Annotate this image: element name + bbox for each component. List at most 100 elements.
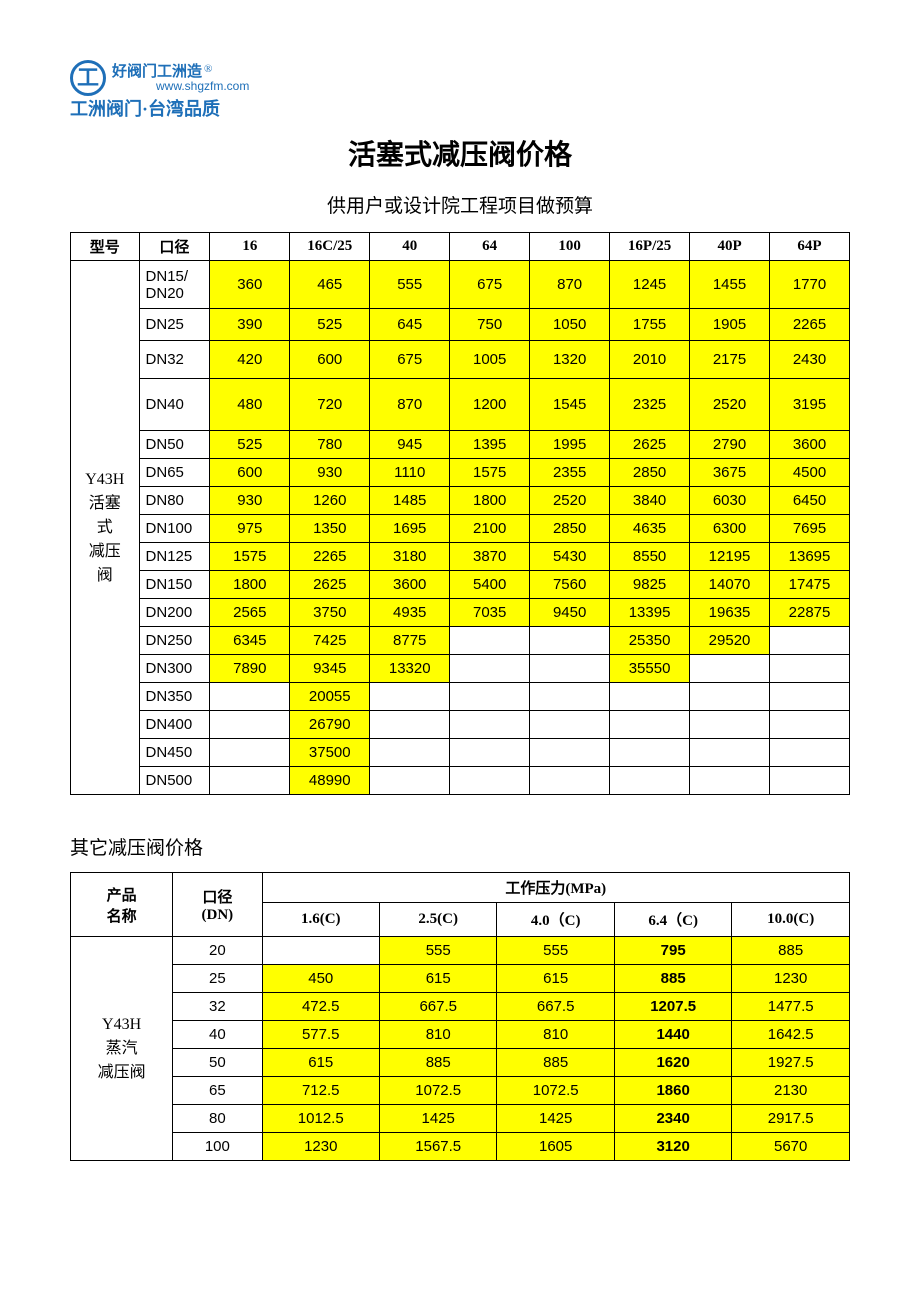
price-cell: 525 (210, 431, 290, 459)
diameter-cell: DN500 (139, 767, 210, 795)
price-cell (690, 767, 770, 795)
price-cell: 810 (497, 1021, 614, 1049)
price-cell: 360 (210, 261, 290, 309)
price-cell: 525 (290, 309, 370, 341)
price-cell: 2850 (530, 515, 610, 543)
price-table-main: 型号口径1616C/25406410016P/2540P64P Y43H活塞式减… (70, 232, 850, 795)
price-cell: 2520 (690, 379, 770, 431)
price-cell: 5430 (530, 543, 610, 571)
price-cell: 450 (262, 965, 379, 993)
price-cell: 870 (530, 261, 610, 309)
price-cell (610, 683, 690, 711)
diameter-cell: 40 (173, 1021, 262, 1049)
price-cell: 2917.5 (732, 1105, 850, 1133)
price-cell: 472.5 (262, 993, 379, 1021)
price-cell: 2265 (770, 309, 850, 341)
price-cell (450, 767, 530, 795)
price-cell: 577.5 (262, 1021, 379, 1049)
price-cell: 6300 (690, 515, 770, 543)
price-cell: 1455 (690, 261, 770, 309)
page-title: 活塞式减压阀价格 (70, 133, 850, 173)
price-cell: 645 (370, 309, 450, 341)
price-cell (530, 711, 610, 739)
table-row: 65712.51072.51072.518602130 (71, 1077, 850, 1105)
price-cell: 930 (210, 487, 290, 515)
price-cell: 975 (210, 515, 290, 543)
price-cell: 1005 (450, 341, 530, 379)
col-header-pressure: 100 (530, 233, 610, 261)
price-cell: 555 (497, 937, 614, 965)
price-cell: 870 (370, 379, 450, 431)
price-cell: 3120 (614, 1133, 731, 1161)
table-row: 10012301567.5160531205670 (71, 1133, 850, 1161)
table-body: Y43H蒸汽减压阀2055555579588525450615615885123… (71, 937, 850, 1161)
price-cell: 1230 (732, 965, 850, 993)
col-header-pressure-sub: 10.0(C) (732, 903, 850, 937)
price-cell: 20055 (290, 683, 370, 711)
price-cell: 8550 (610, 543, 690, 571)
price-cell: 2850 (610, 459, 690, 487)
table-row: DN253905256457501050175519052265 (71, 309, 850, 341)
price-cell: 390 (210, 309, 290, 341)
price-cell (210, 711, 290, 739)
col-header-pressure: 64P (770, 233, 850, 261)
price-cell: 1200 (450, 379, 530, 431)
diameter-cell: DN450 (139, 739, 210, 767)
price-cell (610, 711, 690, 739)
price-cell: 2325 (610, 379, 690, 431)
price-cell: 2520 (530, 487, 610, 515)
price-cell: 7695 (770, 515, 850, 543)
price-cell: 4635 (610, 515, 690, 543)
price-cell: 8775 (370, 627, 450, 655)
diameter-cell: DN125 (139, 543, 210, 571)
table-row: DN3242060067510051320201021752430 (71, 341, 850, 379)
col-header-pressure: 16P/25 (610, 233, 690, 261)
price-cell: 48990 (290, 767, 370, 795)
price-cell (530, 683, 610, 711)
price-cell: 13320 (370, 655, 450, 683)
price-cell: 615 (497, 965, 614, 993)
price-cell: 667.5 (497, 993, 614, 1021)
table-row: DN809301260148518002520384060306450 (71, 487, 850, 515)
price-cell (690, 655, 770, 683)
price-cell (770, 739, 850, 767)
diameter-cell: DN250 (139, 627, 210, 655)
price-cell: 14070 (690, 571, 770, 599)
price-cell: 13395 (610, 599, 690, 627)
table-row: DN20025653750493570359450133951963522875 (71, 599, 850, 627)
registered-icon: ® (204, 63, 212, 75)
price-cell: 7035 (450, 599, 530, 627)
table-row: DN65600930111015752355285036754500 (71, 459, 850, 487)
price-cell: 3600 (370, 571, 450, 599)
price-cell (770, 627, 850, 655)
logo-url: www.shgzfm.com (156, 79, 249, 95)
price-cell: 1545 (530, 379, 610, 431)
price-cell: 37500 (290, 739, 370, 767)
price-cell: 2100 (450, 515, 530, 543)
price-cell (450, 683, 530, 711)
price-cell: 2790 (690, 431, 770, 459)
diameter-cell: 20 (173, 937, 262, 965)
price-cell (210, 683, 290, 711)
diameter-cell: 80 (173, 1105, 262, 1133)
price-cell: 3675 (690, 459, 770, 487)
price-cell: 945 (370, 431, 450, 459)
table-row: Y43H蒸汽减压阀20555555795885 (71, 937, 850, 965)
price-cell: 712.5 (262, 1077, 379, 1105)
price-cell: 3600 (770, 431, 850, 459)
price-cell (530, 655, 610, 683)
price-cell: 1440 (614, 1021, 731, 1049)
table-row: DN35020055 (71, 683, 850, 711)
col-header-pressure: 64 (450, 233, 530, 261)
price-cell: 3750 (290, 599, 370, 627)
diameter-cell: 65 (173, 1077, 262, 1105)
price-cell: 720 (290, 379, 370, 431)
price-cell: 12195 (690, 543, 770, 571)
price-cell: 1207.5 (614, 993, 731, 1021)
table-row: DN5052578094513951995262527903600 (71, 431, 850, 459)
price-cell (210, 767, 290, 795)
price-cell: 2130 (732, 1077, 850, 1105)
price-cell: 667.5 (379, 993, 496, 1021)
price-cell: 6345 (210, 627, 290, 655)
price-cell: 2625 (290, 571, 370, 599)
